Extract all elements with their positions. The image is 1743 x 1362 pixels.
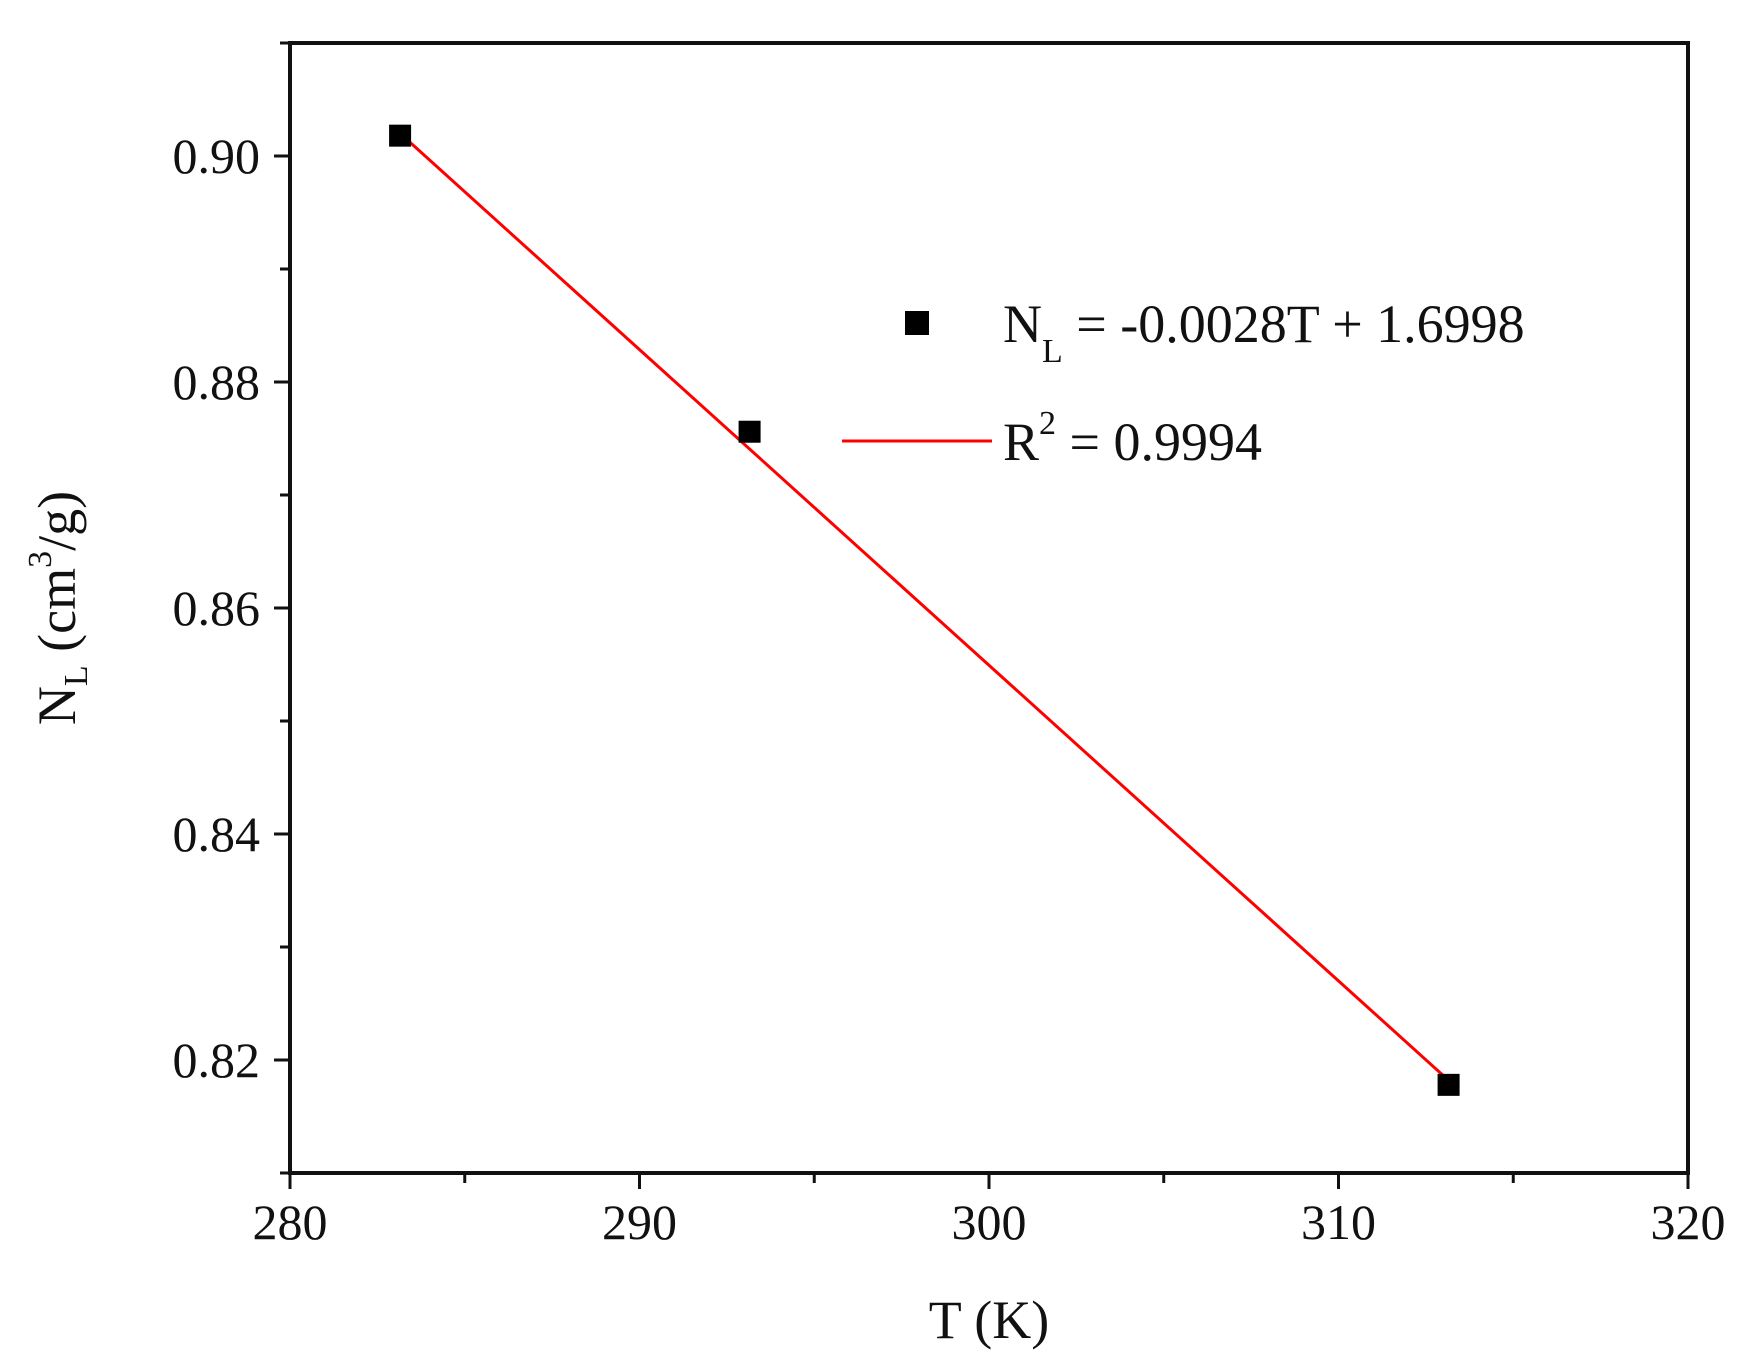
legend-entry-equation: NL = -0.0028T + 1.6998	[1003, 294, 1525, 370]
legend-r-sup: 2	[1039, 405, 1056, 442]
x-axis-label: T (K)	[929, 1290, 1049, 1350]
plot-frame	[288, 41, 1690, 1175]
legend-entry-r-squared: R2 = 0.9994	[1003, 405, 1262, 472]
x-tick-label: 290	[602, 1194, 677, 1250]
legend-r-base: R	[1003, 412, 1039, 472]
data-points-layer	[389, 124, 1460, 1096]
y-tick-label: 0.90	[173, 128, 261, 184]
data-point	[1437, 1073, 1460, 1096]
x-tick-label: 320	[1651, 1194, 1726, 1250]
y-axis-label-sub: L	[58, 665, 95, 686]
legend-equation-sub: L	[1042, 333, 1063, 370]
legend-square-marker	[905, 311, 929, 335]
data-point	[389, 124, 412, 147]
legend-r-rest: = 0.9994	[1056, 412, 1262, 472]
y-axis-label: NL (cm3/g)	[22, 491, 95, 725]
fit-line-layer	[399, 132, 1450, 1082]
y-tick-label: 0.86	[173, 580, 261, 636]
y-axis-label-unit-end: /g)	[27, 491, 87, 551]
y-axis-ticks: 0.82 0.84 0.86 0.88 0.90	[173, 41, 290, 1175]
fit-line	[399, 132, 1450, 1082]
x-tick-label: 300	[952, 1194, 1027, 1250]
x-axis-ticks: 280 290 300 310 320	[253, 1173, 1726, 1250]
y-tick-label: 0.84	[173, 806, 261, 862]
y-axis-label-unit: (cm	[27, 568, 87, 665]
y-axis-label-sup: 3	[22, 551, 59, 568]
data-point	[738, 420, 761, 443]
y-tick-label: 0.82	[173, 1032, 261, 1088]
y-tick-label: 0.88	[173, 354, 261, 410]
legend: NL = -0.0028T + 1.6998 R2 = 0.9994	[842, 294, 1525, 472]
x-tick-label: 310	[1301, 1194, 1376, 1250]
legend-equation-rest: = -0.0028T + 1.6998	[1063, 294, 1525, 354]
x-tick-label: 280	[253, 1194, 328, 1250]
legend-equation-base: N	[1003, 294, 1042, 354]
y-axis-label-base: N	[27, 686, 87, 725]
